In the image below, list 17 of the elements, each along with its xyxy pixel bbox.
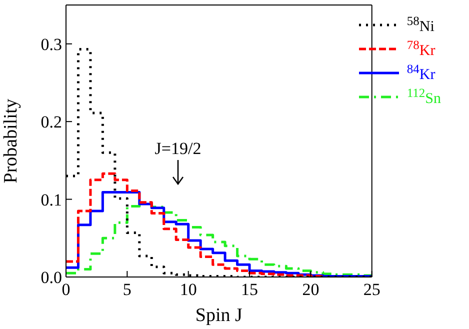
y-axis-title: Probability [0, 98, 22, 184]
x-tick-label: 5 [122, 280, 132, 300]
y-tick-label: 0.3 [40, 34, 62, 54]
annotation: J=19/2 [154, 139, 202, 158]
legend-label: $^{112}$Sn [406, 86, 441, 108]
y-tick-label: 0.1 [40, 190, 62, 210]
legend-label: $^{84}$Kr [406, 62, 436, 84]
y-tick-label: 0.2 [40, 112, 62, 132]
y-tick-label: 0.0 [40, 268, 62, 288]
legend-label: $^{58}$Ni [406, 14, 434, 36]
x-tick-label: 25 [363, 280, 380, 300]
x-tick-label: 10 [180, 280, 197, 300]
x-tick-label: 0 [62, 280, 70, 300]
legend-label: $^{78}$Kr [406, 38, 436, 60]
x-tick-label: 15 [241, 280, 258, 300]
x-tick-label: 20 [302, 280, 320, 300]
x-axis-title: Spin J [195, 305, 242, 326]
